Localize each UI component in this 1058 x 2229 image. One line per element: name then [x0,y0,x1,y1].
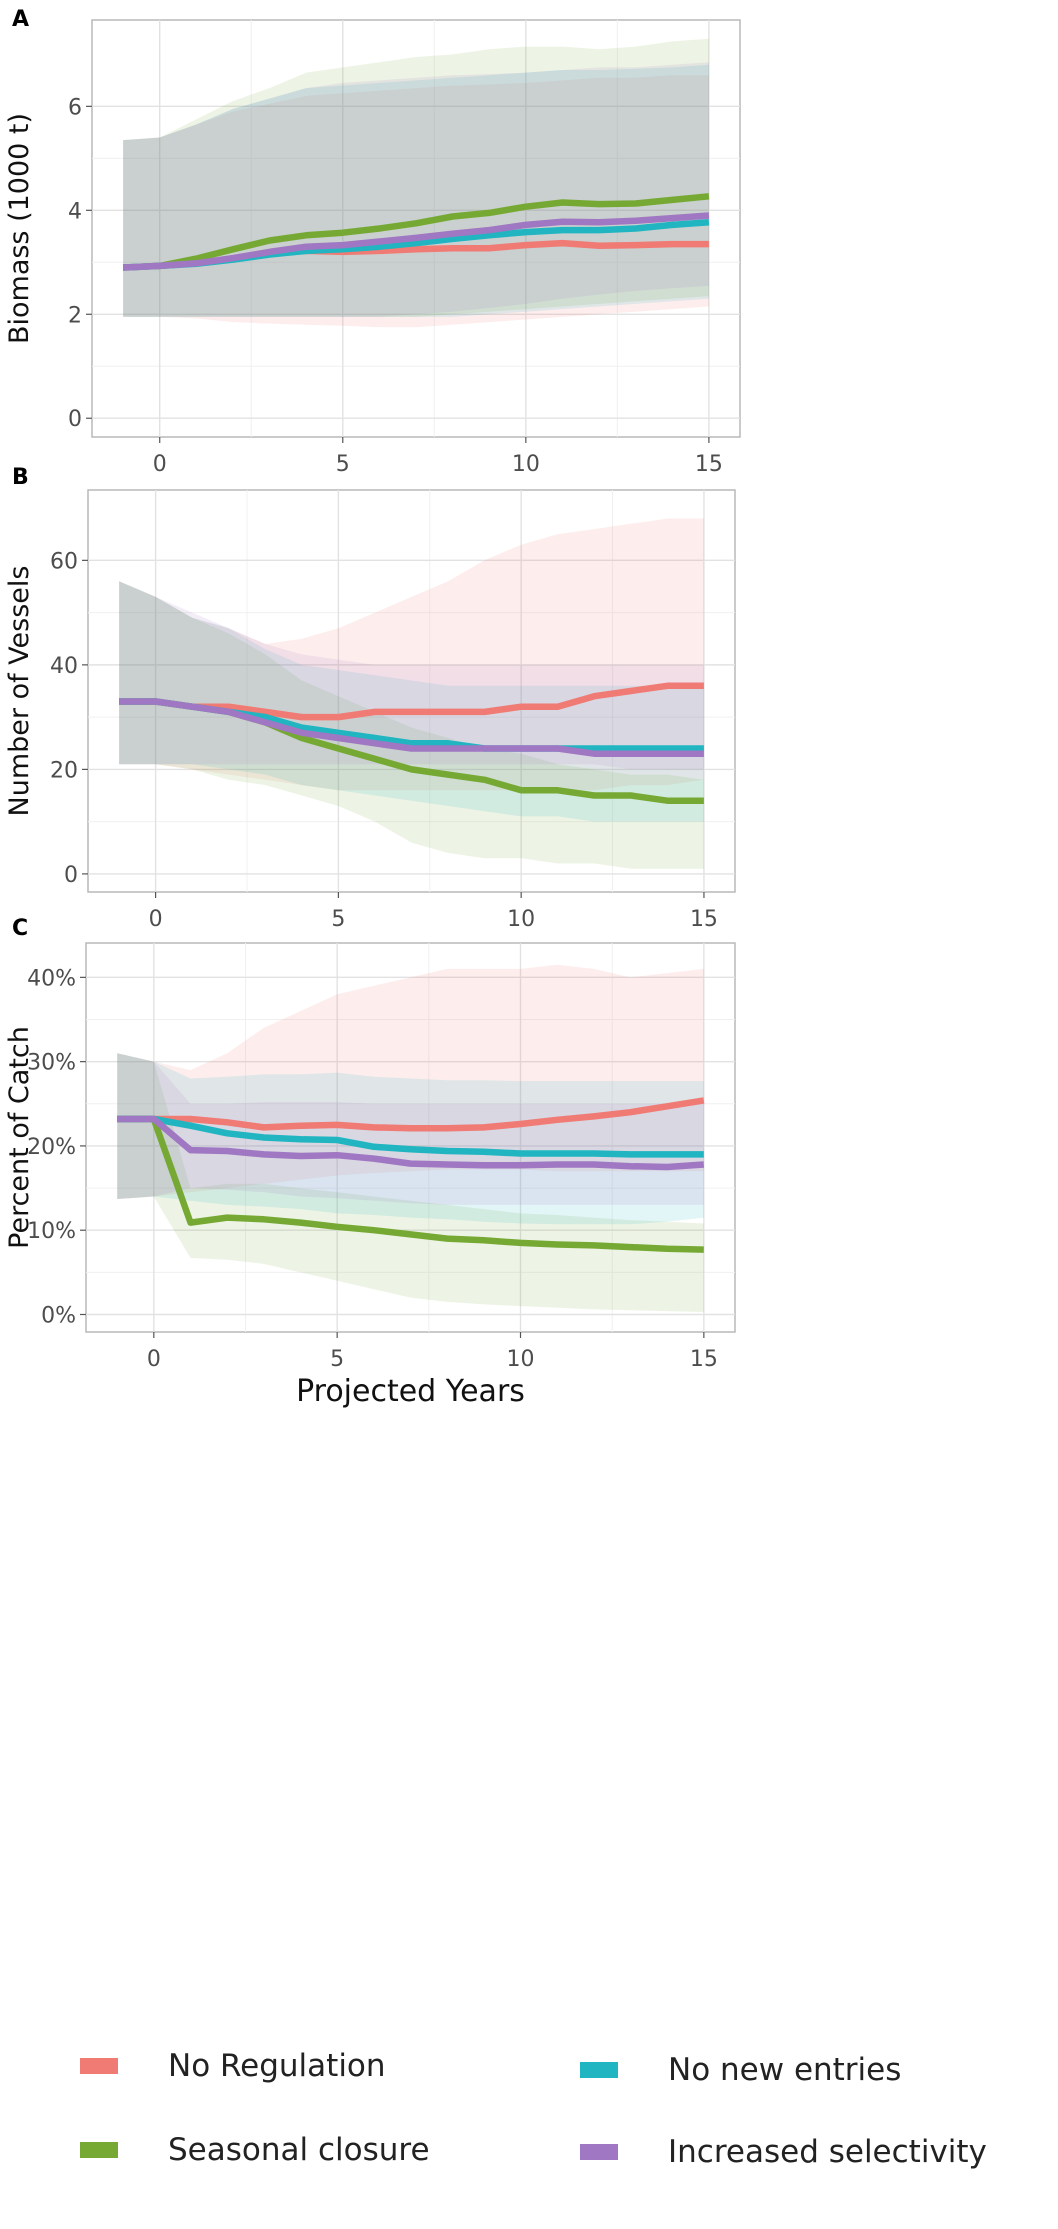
panel-a-ribbon-seasonal-closure [123,38,709,317]
panel-c-y-tick-label: 10% [27,1219,76,1244]
legend-item-increased-selectivity: Increased selectivity [580,2134,987,2170]
panel-c-line-increased-selectivity [117,1115,705,1171]
panel-a-y-tick-label: 2 [68,303,82,328]
panel-c-frame [85,942,736,1333]
panel-a-line-increased-selectivity [122,212,710,271]
legend: No Regulation No new entries Seasonal cl… [0,2010,1058,2210]
panel-a-y-tick-label: 4 [68,199,82,224]
panel-b-x-tick-label: 15 [690,907,718,932]
panel-c-ribbon-no-new-entries [117,1053,704,1225]
panel-c-letter: C [12,916,28,941]
legend-item-no-new-entries: No new entries [580,2052,901,2088]
panel-c-y-axis-title: Percent of Catch [4,1026,35,1249]
panel-a-line-seasonal-closure [122,193,710,271]
legend-label-increased-selectivity: Increased selectivity [668,2134,987,2170]
panel-c-line-no-new-entries [117,1115,704,1158]
panel-c-line-seasonal-closure [117,1115,704,1253]
panel-a-y-tick-label: 6 [68,95,82,120]
panel-b-y-axis-title: Number of Vessels [4,566,35,817]
panel-b-letter: B [12,465,29,490]
panel-c-x-tick-label: 15 [690,1347,718,1372]
panel-a-y-tick-label: 0 [68,407,82,432]
panel-b-ribbon-no-new-entries [119,581,704,822]
panel-c-x-tick-label: 10 [507,1347,535,1372]
panel-c-x-tick-label: 0 [147,1347,161,1372]
panel-b-y-tick-label: 0 [64,863,78,888]
panel-c-y-tick-label: 40% [27,966,76,991]
panel-a-x-tick-label: 5 [336,452,350,477]
panel-c-y-tick-label: 30% [27,1051,76,1076]
legend-item-seasonal-closure: Seasonal closure [80,2132,430,2168]
panel-a-x-tick-label: 15 [695,452,723,477]
panel-b-y-tick-label: 40 [50,654,78,679]
panel-a-y-axis-title: Biomass (1000 t) [4,113,35,344]
panel-a-x-tick-label: 10 [512,452,540,477]
panel-b-y-tick-label: 20 [50,758,78,783]
panel-a-ribbon-no-regulation [123,75,709,328]
panel-b-y-tick-label: 60 [50,549,78,574]
legend-label-seasonal-closure: Seasonal closure [168,2132,430,2168]
panel-c-y-tick-label: 20% [27,1135,76,1160]
panel-b-x-tick-label: 10 [507,907,535,932]
panel-c-x-tick-label: 5 [330,1347,344,1372]
panel-c-x-axis-title: Projected Years [296,1374,525,1409]
legend-swatch-no-regulation [80,2058,118,2074]
panel-b-x-tick-label: 5 [331,907,345,932]
legend-label-no-new-entries: No new entries [668,2052,902,2088]
panel-b-line-no-regulation [119,682,704,721]
legend-swatch-no-new-entries [580,2062,618,2078]
panel-c-y-tick-label: 0% [41,1303,76,1328]
legend-swatch-increased-selectivity [580,2144,618,2160]
legend-swatch-seasonal-closure [80,2142,118,2158]
panel-a-x-tick-label: 0 [153,452,167,477]
panel-b-line-increased-selectivity [119,698,704,757]
panel-b-ribbon-seasonal-closure [119,581,704,869]
panel-b-x-tick-label: 0 [149,907,163,932]
panel-c-line-no-regulation [117,1097,705,1132]
legend-item-no-regulation: No Regulation [80,2048,386,2084]
legend-label-no-regulation: No Regulation [168,2048,386,2084]
panel-a-letter: A [12,7,29,32]
